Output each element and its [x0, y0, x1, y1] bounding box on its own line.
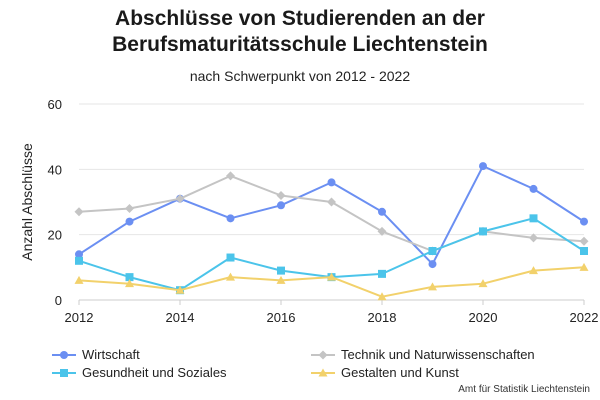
chart-title: Abschlüsse von Studierenden an der Beruf…: [0, 6, 600, 58]
chart-legend: Wirtschaft Technik und Naturwissenschafte…: [0, 346, 600, 386]
chart-subtitle: nach Schwerpunkt von 2012 - 2022: [189, 68, 411, 84]
data-point: [175, 194, 185, 204]
data-point: [74, 275, 84, 284]
data-point: [428, 282, 437, 291]
legend-item-technik-und-naturwissenschaften[interactable]: Technik und Naturwissenschaften: [311, 346, 535, 364]
data-point: [529, 214, 538, 223]
series-gestalten-und-kunst: [74, 262, 589, 301]
data-point: [75, 256, 83, 265]
data-point: [327, 272, 336, 281]
data-point: [276, 190, 286, 200]
data-point: [75, 250, 83, 259]
data-point: [579, 236, 589, 246]
data-point: [529, 266, 538, 275]
legend-swatch-marker: [60, 351, 68, 359]
legend-item-gesundheit-und-soziales[interactable]: Gesundheit und Soziales: [52, 364, 227, 382]
x-tick-label: 2012: [65, 310, 94, 325]
legend-label: Gesundheit und Soziales: [82, 365, 227, 380]
data-point: [378, 269, 386, 278]
legend-label: Technik und Naturwissenschaften: [341, 347, 535, 362]
data-point: [479, 162, 487, 171]
data-point: [428, 247, 437, 255]
series-gesundheit-und-soziales: [75, 214, 588, 295]
y-tick-label: 20: [48, 228, 62, 243]
legend-swatch-marker: [60, 369, 68, 377]
legend-item-wirtschaft[interactable]: Wirtschaft: [52, 346, 140, 364]
data-point: [125, 217, 134, 226]
y-tick-label: 0: [55, 293, 62, 308]
legend-label: Gestalten und Kunst: [341, 365, 459, 380]
data-point: [125, 273, 134, 282]
chart-title-line-2: Berufsmaturitätsschule Liechtenstein: [112, 33, 488, 56]
y-axis-title: Anzahl Abschlüsse: [19, 143, 35, 261]
data-point: [529, 184, 538, 193]
data-point: [327, 197, 336, 207]
data-point: [74, 207, 84, 217]
data-point: [428, 260, 437, 269]
y-tick-label: 60: [48, 97, 62, 112]
data-point: [478, 279, 488, 288]
data-point: [580, 247, 588, 255]
series-layer: [74, 162, 589, 301]
legend-item-gestalten-und-kunst[interactable]: Gestalten und Kunst: [311, 364, 459, 382]
x-tick-label: 2022: [570, 310, 599, 325]
legend-swatch-icon: [52, 351, 76, 359]
legend-label: Wirtschaft: [82, 347, 140, 362]
data-point: [580, 217, 588, 226]
chart-title-line-1: Abschlüsse von Studierenden an der: [115, 7, 485, 30]
data-point: [226, 253, 235, 262]
data-point: [226, 171, 235, 181]
series-wirtschaft: [75, 162, 588, 269]
data-point: [277, 201, 285, 210]
source-note: Amt für Statistik Liechtenstein: [458, 384, 590, 395]
data-point: [175, 285, 185, 294]
data-point: [276, 275, 286, 284]
data-point: [226, 272, 235, 281]
data-point: [377, 292, 387, 301]
legend-swatch-icon: [311, 350, 335, 360]
legend-swatch-icon: [311, 368, 335, 377]
series-line: [78, 174, 585, 252]
x-tick-label: 2014: [166, 310, 195, 325]
series-line: [78, 266, 585, 298]
data-point: [226, 214, 235, 223]
data-point: [327, 178, 336, 187]
data-point: [377, 226, 387, 236]
y-tick-label: 40: [48, 162, 62, 177]
x-tick-label: 2016: [267, 310, 296, 325]
data-point: [579, 262, 589, 271]
axis-layer: 0 20 40 60 2012 2014 2016 2018 2020 2022: [48, 97, 599, 325]
x-tick-label: 2020: [469, 310, 498, 325]
data-point: [529, 233, 538, 243]
data-point: [277, 266, 285, 275]
data-point: [125, 279, 134, 288]
data-point: [479, 227, 487, 236]
grid-layer: [79, 103, 584, 236]
legend-swatch-marker: [318, 350, 328, 360]
legend-swatch-marker: [318, 368, 328, 377]
x-tick-label: 2018: [368, 310, 397, 325]
data-point: [378, 207, 386, 216]
data-point: [125, 204, 134, 214]
legend-swatch-icon: [52, 369, 76, 377]
